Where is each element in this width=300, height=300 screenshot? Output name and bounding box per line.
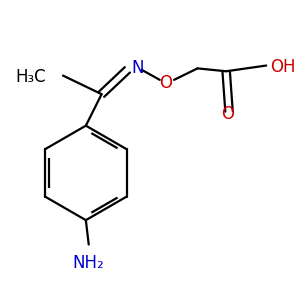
Text: O: O [160,74,172,92]
Text: NH₂: NH₂ [73,254,105,272]
Text: H₃C: H₃C [16,68,46,86]
Text: N: N [131,59,144,77]
Text: OH: OH [271,58,296,76]
Text: O: O [221,105,234,123]
